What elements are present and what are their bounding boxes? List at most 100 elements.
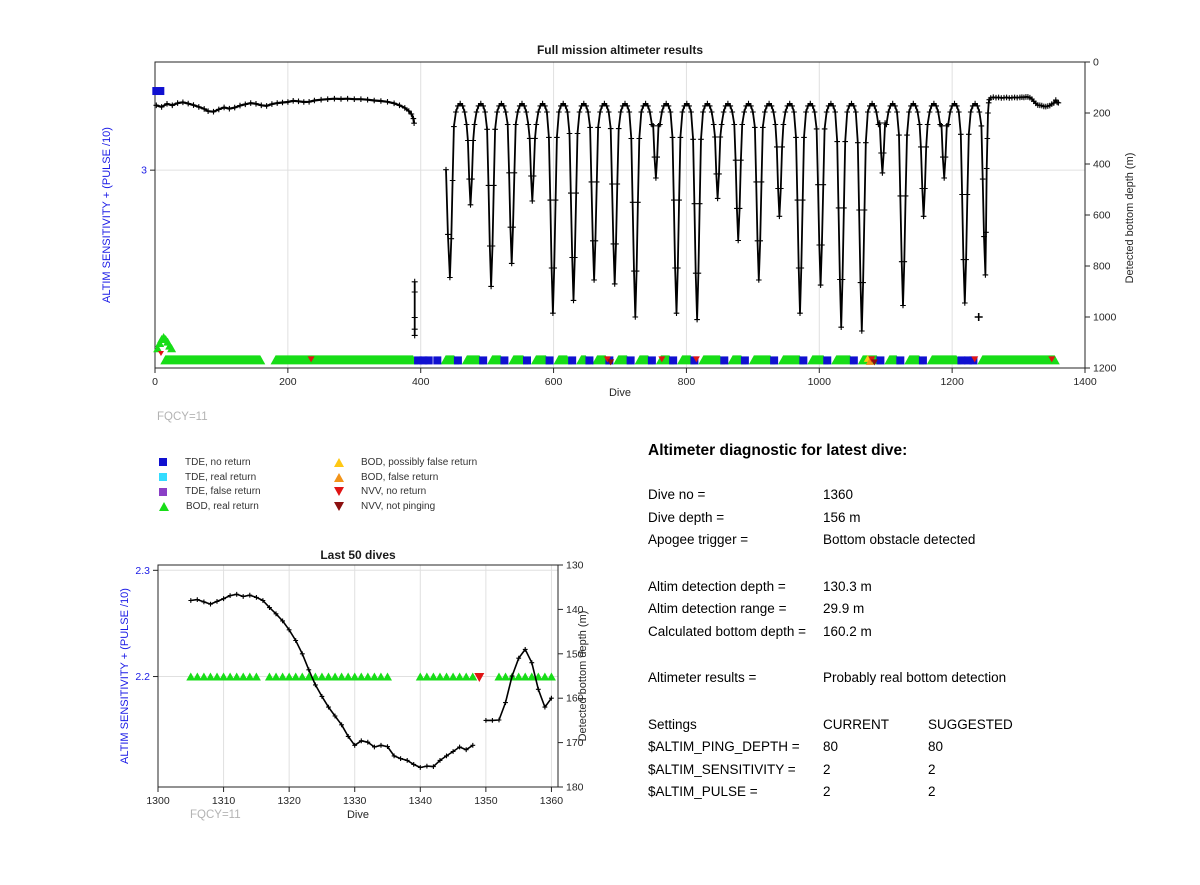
row-value: Bottom obstacle detected	[823, 532, 976, 547]
svg-text:180: 180	[566, 782, 584, 794]
square-marker-icon	[159, 458, 167, 467]
small-chart-fqcy-annotation: FQCY=11	[190, 809, 241, 821]
svg-text:1400: 1400	[1073, 376, 1097, 388]
svg-text:0: 0	[152, 376, 158, 388]
setting-name: $ALTIM_PING_DEPTH =	[648, 739, 800, 754]
last-50-dives-chart: 1300 1310 1320 1330 1340 1350 1360 2.3 2.2 130 140…	[135, 560, 583, 808]
row-value: 156 m	[823, 509, 861, 525]
svg-text:3: 3	[141, 165, 147, 177]
top-chart-title: Full mission altimeter results	[537, 43, 703, 57]
svg-text:200: 200	[279, 376, 297, 388]
svg-text:1000: 1000	[808, 376, 832, 388]
setting-suggested: 80	[928, 739, 944, 754]
legend-item: NVV, not pinging	[330, 499, 477, 514]
row-label: Altim detection depth =	[648, 578, 786, 594]
diagnostic-group-detection: Altim detection depth = 130.3 m Altim de…	[648, 576, 1088, 644]
legend-item: TDE, no return	[155, 455, 330, 470]
legend-item-label: BOD, possibly false return	[361, 456, 478, 468]
diagnostic-row: Calculated bottom depth = 160.2 m	[648, 621, 1088, 644]
svg-text:1330: 1330	[343, 795, 367, 807]
svg-text:1200: 1200	[1093, 363, 1117, 375]
top-chart-fqcy-annotation: FQCY=11	[157, 411, 208, 423]
setting-current: 2	[823, 761, 831, 777]
settings-row: $ALTIM_SENSITIVITY = 2 2	[648, 759, 1088, 782]
diagnostic-title: Altimeter diagnostic for latest dive:	[648, 442, 908, 459]
setting-suggested: 2	[928, 784, 936, 799]
top-chart-xlabel: Dive	[609, 387, 631, 399]
svg-text:150: 150	[566, 648, 584, 660]
legend-item-label: BOD, false return	[361, 471, 439, 483]
diagnostic-row: Apogee trigger = Bottom obstacle detecte…	[648, 529, 1088, 552]
square-marker-icon	[159, 487, 167, 496]
svg-text:2.2: 2.2	[135, 671, 150, 683]
svg-text:1300: 1300	[146, 795, 170, 807]
legend-item: TDE, real return	[155, 470, 330, 485]
svg-text:0: 0	[1093, 57, 1099, 69]
triangle-up-marker-icon	[334, 472, 344, 482]
legend-item: BOD, real return	[155, 499, 330, 514]
settings-header-current: CURRENT	[823, 716, 889, 732]
svg-text:130: 130	[566, 560, 584, 572]
legend-item-label: NVV, not pinging	[361, 501, 436, 513]
diagnostic-row: Dive no = 1360	[648, 484, 1088, 507]
legend-item-label: TDE, real return	[185, 471, 257, 483]
legend-item-label: BOD, real return	[186, 501, 259, 513]
settings-header-suggested: SUGGESTED	[928, 716, 1013, 732]
diagnostic-panel: Altimeter diagnostic for latest dive: Di…	[648, 442, 1088, 804]
row-label: Altimeter results =	[648, 670, 757, 685]
top-chart-ylabel-right: Detected bottom depth (m)	[1124, 153, 1136, 284]
settings-row: $ALTIM_PING_DEPTH = 80 80	[648, 736, 1088, 759]
marker-legend: TDE, no return TDE, real return TDE, false…	[155, 455, 477, 514]
row-label: Calculated bottom depth =	[648, 623, 806, 639]
top-chart-ylabel-left: ALTIM SENSITIVITY + (PULSE /10)	[101, 127, 113, 303]
row-label: Apogee trigger =	[648, 532, 749, 547]
svg-text:1320: 1320	[277, 795, 301, 807]
svg-text:1310: 1310	[212, 795, 236, 807]
triangle-down-marker-icon	[334, 502, 344, 512]
svg-text:200: 200	[1093, 108, 1111, 120]
setting-current: 2	[823, 784, 831, 799]
small-chart-ylabel-right: Detected bottom depth (m)	[577, 611, 589, 742]
small-chart-ylabel-left: ALTIM SENSITIVITY + (PULSE /10)	[119, 588, 131, 764]
legend-item: BOD, possibly false return	[330, 455, 477, 470]
row-label: Dive depth =	[648, 509, 725, 525]
svg-text:1200: 1200	[940, 376, 964, 388]
svg-text:800: 800	[678, 376, 696, 388]
row-value: Probably real bottom detection	[823, 670, 1007, 685]
svg-text:160: 160	[566, 693, 584, 705]
legend-column-left: TDE, no return TDE, real return TDE, false…	[155, 455, 330, 514]
svg-text:1360: 1360	[540, 795, 564, 807]
legend-item-label: NVV, no return	[361, 486, 427, 498]
full-mission-chart: 0 200 400 600 800 1000 1200 1400302004006008001…	[141, 57, 1116, 389]
svg-text:1340: 1340	[409, 795, 433, 807]
legend-item: TDE, false return	[155, 485, 330, 500]
setting-current: 80	[823, 739, 839, 754]
row-label: Altim detection range =	[648, 601, 787, 616]
svg-text:170: 170	[566, 737, 584, 749]
svg-text:600: 600	[1093, 210, 1111, 222]
row-value: 1360	[823, 487, 854, 502]
legend-item-label: TDE, no return	[185, 456, 251, 468]
svg-text:2.3: 2.3	[135, 565, 150, 577]
square-marker-icon	[159, 473, 167, 482]
svg-text:600: 600	[545, 376, 563, 388]
legend-column-right: BOD, possibly false return BOD, false ret…	[330, 455, 477, 514]
settings-table: Settings CURRENT SUGGESTED $ALTIM_PING_D…	[648, 714, 1088, 804]
diagnostic-row: Dive depth = 156 m	[648, 507, 1088, 530]
diagnostic-group-dive: Dive no = 1360 Dive depth = 156 m Apogee…	[648, 484, 1088, 552]
triangle-up-marker-icon	[159, 502, 169, 512]
diagnostic-row: Altim detection range = 29.9 m	[648, 598, 1088, 621]
legend-item-label: TDE, false return	[185, 486, 261, 498]
settings-header-name: Settings	[648, 716, 697, 732]
legend-item: NVV, no return	[330, 485, 477, 500]
diagnostic-group-results: Altimeter results = Probably real bottom…	[648, 667, 1088, 690]
triangle-down-marker-icon	[334, 487, 344, 497]
svg-text:1350: 1350	[474, 795, 498, 807]
row-value: 160.2 m	[823, 623, 872, 639]
diagnostic-row: Altim detection depth = 130.3 m	[648, 576, 1088, 599]
svg-text:140: 140	[566, 604, 584, 616]
small-chart-xlabel: Dive	[347, 809, 369, 821]
legend-item: BOD, false return	[330, 470, 477, 485]
